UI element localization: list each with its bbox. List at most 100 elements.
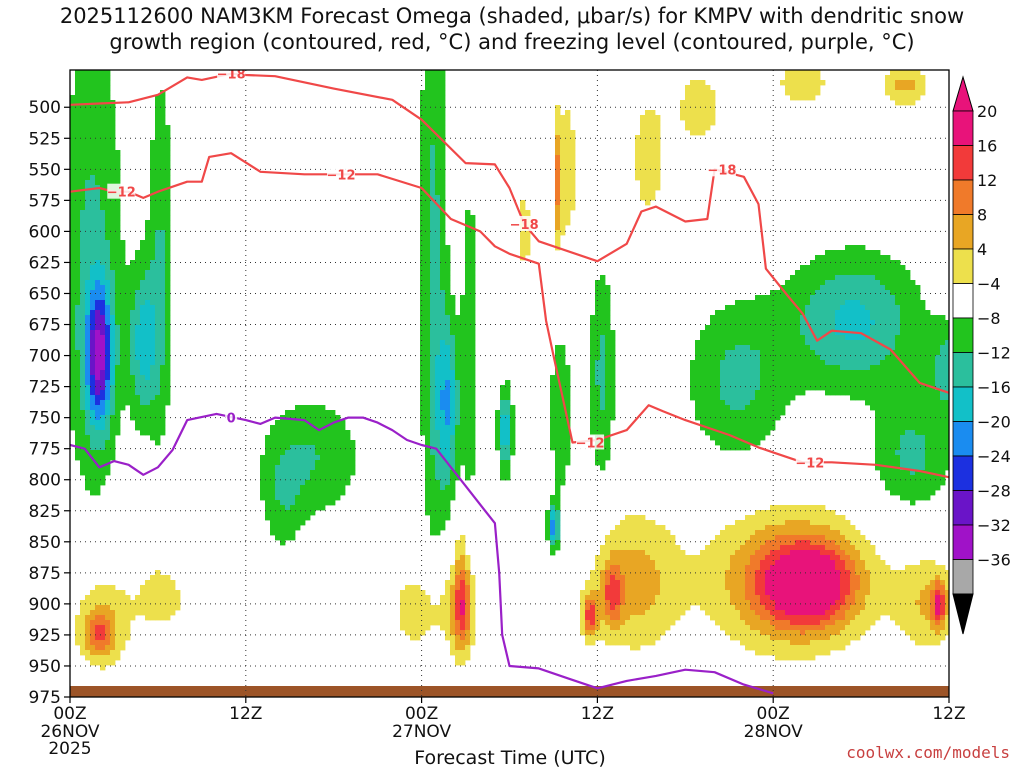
omega-cell [725, 545, 731, 551]
omega-cell [430, 235, 436, 241]
omega-cell [590, 385, 596, 391]
omega-cell [720, 575, 726, 581]
omega-cell [325, 465, 331, 471]
omega-cell [760, 390, 766, 396]
omega-cell [155, 605, 161, 611]
omega-cell [805, 505, 811, 511]
omega-cell [95, 70, 101, 76]
omega-cell [710, 610, 716, 616]
omega-cell [260, 480, 266, 486]
omega-cell [120, 355, 126, 361]
omega-cell [110, 605, 116, 611]
omega-cell [125, 270, 131, 276]
omega-cell [80, 350, 86, 356]
omega-cell [590, 380, 596, 386]
omega-cell [640, 570, 646, 576]
omega-cell [450, 620, 456, 626]
omega-cell [425, 365, 431, 371]
omega-cell [280, 525, 286, 531]
omega-cell [660, 580, 666, 586]
omega-cell [790, 530, 796, 536]
omega-cell [100, 295, 106, 301]
omega-cell [405, 590, 411, 596]
omega-cell [595, 335, 601, 341]
omega-cell [160, 290, 166, 296]
omega-cell [435, 125, 441, 131]
omega-cell [780, 535, 786, 541]
omega-cell [90, 145, 96, 151]
omega-cell [160, 580, 166, 586]
omega-cell [90, 640, 96, 646]
omega-cell [605, 440, 611, 446]
omega-cell [470, 285, 476, 291]
omega-cell [150, 315, 156, 321]
omega-cell [70, 185, 76, 191]
omega-cell [75, 120, 81, 126]
omega-cell [705, 545, 711, 551]
omega-cell [115, 230, 121, 236]
omega-cell [345, 440, 351, 446]
omega-cell [115, 245, 121, 251]
omega-cell [455, 435, 461, 441]
omega-cell [145, 400, 151, 406]
omega-cell [450, 410, 456, 416]
omega-cell [425, 80, 431, 86]
omega-cell [75, 330, 81, 336]
omega-cell [435, 420, 441, 426]
omega-cell [325, 425, 331, 431]
omega-cell [80, 335, 86, 341]
omega-cell [90, 355, 96, 361]
omega-cell [555, 365, 561, 371]
omega-cell [135, 330, 141, 336]
omega-cell [75, 250, 81, 256]
omega-cell [320, 430, 326, 436]
omega-cell [750, 570, 756, 576]
omega-cell [570, 160, 576, 166]
omega-cell [615, 550, 621, 556]
omega-cell [620, 595, 626, 601]
omega-cell [165, 225, 171, 231]
omega-cell [80, 315, 86, 321]
omega-cell [420, 415, 426, 421]
omega-cell [735, 425, 741, 431]
omega-cell [715, 420, 721, 426]
omega-cell [470, 395, 476, 401]
omega-cell [325, 435, 331, 441]
omega-cell [695, 365, 701, 371]
omega-cell [315, 415, 321, 421]
omega-cell [720, 340, 726, 346]
omega-cell [470, 310, 476, 316]
omega-cell [145, 255, 151, 261]
omega-cell [110, 260, 116, 266]
omega-cell [590, 345, 596, 351]
omega-cell [295, 475, 301, 481]
omega-cell [100, 105, 106, 111]
omega-cell [445, 320, 451, 326]
omega-cell [115, 630, 121, 636]
omega-cell [805, 540, 811, 546]
omega-cell [100, 315, 106, 321]
omega-cell [100, 215, 106, 221]
omega-cell [765, 410, 771, 416]
omega-cell [110, 410, 116, 416]
omega-cell [425, 145, 431, 151]
omega-cell [155, 210, 161, 216]
omega-cell [780, 600, 786, 606]
omega-cell [155, 380, 161, 386]
omega-cell [695, 390, 701, 396]
omega-cell [110, 145, 116, 151]
omega-cell [320, 450, 326, 456]
omega-cell [555, 405, 561, 411]
omega-cell [95, 415, 101, 421]
omega-cell [775, 315, 781, 321]
omega-cell [315, 500, 321, 506]
omega-cell [550, 545, 556, 551]
omega-cell [305, 405, 311, 411]
omega-cell [465, 345, 471, 351]
omega-cell [690, 370, 696, 376]
omega-cell [145, 395, 151, 401]
omega-cell [725, 440, 731, 446]
omega-cell [785, 530, 791, 536]
omega-cell [420, 95, 426, 101]
omega-cell [410, 610, 416, 616]
